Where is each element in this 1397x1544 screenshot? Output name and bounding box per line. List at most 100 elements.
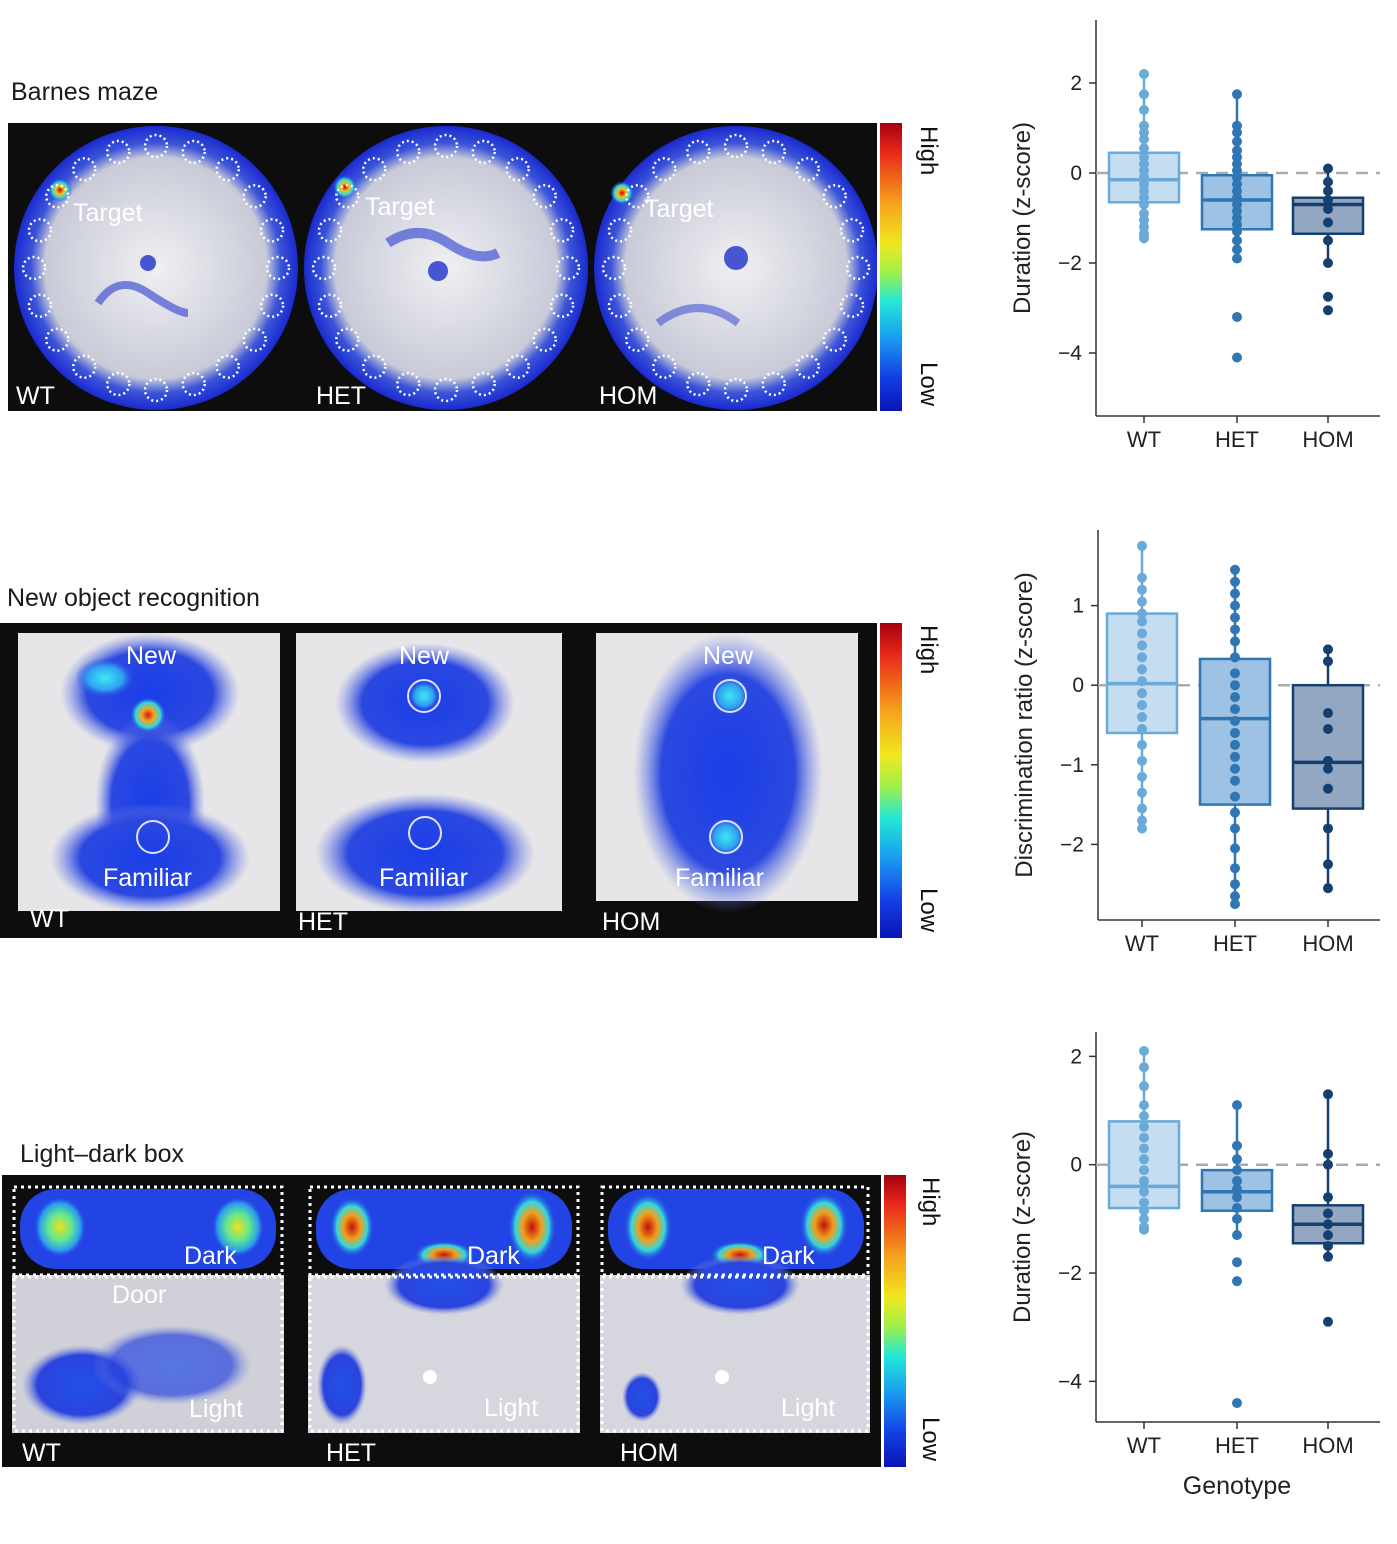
maze-hole (181, 371, 206, 397)
data-point (1139, 1110, 1149, 1121)
data-point (1230, 576, 1240, 587)
data-point (1323, 1240, 1333, 1251)
maze-hole (311, 255, 337, 281)
data-point (1139, 1081, 1149, 1092)
nor-arena-hom (633, 633, 823, 913)
ldb-dark-label-het: Dark (467, 1242, 520, 1270)
maze-hole (723, 133, 749, 159)
data-point (1232, 1398, 1242, 1409)
barnes-group-label-wt: WT (16, 382, 55, 410)
maze-hole (761, 139, 786, 165)
data-point (1232, 1230, 1242, 1241)
data-point (1139, 1143, 1149, 1154)
ldb-arena-hom (608, 1189, 864, 1422)
data-point (1139, 1224, 1149, 1235)
y-tick-label: −2 (1058, 252, 1082, 275)
y-axis-label: Discrimination ratio (z-score) (1011, 572, 1038, 877)
y-tick-label: 0 (1072, 674, 1084, 697)
y-axis-label: Duration (z-score) (1009, 1131, 1036, 1323)
data-point (1139, 134, 1149, 145)
maze-hole (21, 255, 47, 281)
ldb-dark-label-wt: Dark (184, 1242, 237, 1270)
barnes-target-label-het: Target (365, 193, 435, 221)
data-point (1323, 195, 1333, 205)
data-point (1137, 540, 1147, 551)
data-point (1137, 823, 1147, 834)
data-point (1137, 700, 1147, 711)
ldb-light-label-hom: Light (781, 1394, 836, 1422)
ldb-zone-outlines (12, 1185, 870, 1433)
maze-hole (259, 293, 285, 318)
ldb-light-label-het: Light (484, 1394, 539, 1422)
nor-colorbar-high-label: High (915, 625, 942, 675)
maze-hole (505, 354, 530, 379)
data-point (1139, 143, 1149, 154)
maze-hole (761, 371, 786, 397)
data-point (1232, 1175, 1242, 1186)
data-point (1137, 628, 1147, 639)
data-point (1323, 1159, 1333, 1170)
data-point (1230, 600, 1240, 611)
maze-hole (396, 371, 421, 397)
data-point (1232, 1140, 1242, 1151)
maze-hole (795, 354, 820, 379)
data-point (1139, 1154, 1149, 1165)
data-point (1323, 258, 1333, 268)
data-point (1323, 1316, 1333, 1327)
data-point (1139, 1186, 1149, 1197)
maze-hole (143, 377, 169, 403)
data-point (1137, 640, 1147, 651)
y-tick-label: 0 (1070, 162, 1082, 185)
panel-title-ldb: Light–dark box (20, 1140, 185, 1168)
nor-colorbar-low-label: Low (915, 888, 942, 933)
data-point (1230, 564, 1240, 575)
data-point (1230, 739, 1240, 750)
data-point (1230, 680, 1240, 691)
maze-hole (652, 157, 677, 182)
data-point (1232, 253, 1242, 264)
data-point (1139, 1062, 1149, 1073)
data-point (1137, 572, 1147, 583)
data-point (1323, 305, 1333, 316)
x-tick-label: HOM (1302, 1433, 1353, 1458)
data-point (1139, 233, 1149, 244)
ldb-dark-label-hom: Dark (762, 1242, 815, 1270)
nor-familiar-label-wt: Familiar (103, 864, 192, 892)
data-point (1232, 244, 1242, 255)
maze-hole (652, 354, 677, 379)
barnes-heatmap (14, 126, 877, 410)
data-point (1230, 636, 1240, 647)
data-point (1137, 652, 1147, 663)
x-tick-label: HOM (1302, 427, 1353, 452)
box-plot-barnes: 2 0 −2 −4 Duration (z-score) WT HET HOM (1009, 20, 1380, 452)
x-tick-label: WT (1125, 931, 1159, 956)
data-point (1230, 775, 1240, 786)
data-point (1323, 177, 1333, 187)
data-point (1232, 127, 1242, 138)
maze-hole (27, 293, 53, 318)
data-point (1323, 1192, 1333, 1203)
data-point (1230, 692, 1240, 703)
data-point (1139, 1165, 1149, 1176)
data-point (1139, 89, 1149, 100)
barnes-heatmap-strip: Target Target Target WT HET HOM (8, 123, 877, 411)
maze-holes (21, 133, 871, 403)
data-point (1137, 596, 1147, 607)
data-point (1232, 312, 1242, 322)
data-point (1232, 1100, 1242, 1111)
data-point (1232, 352, 1242, 363)
y-tick-label: 2 (1070, 1045, 1082, 1068)
maze-hole (181, 139, 206, 165)
panel-title-nor: New object recognition (7, 584, 260, 612)
data-point (1323, 1148, 1333, 1159)
data-point (1230, 704, 1240, 715)
ldb-colorbar-high-label: High (917, 1177, 944, 1227)
box-plot-ldb: 2 0 −2 −4 Duration (z-score) WT HET HOM Genotype (1009, 1032, 1380, 1500)
data-point (1137, 688, 1147, 699)
data-point (1230, 823, 1240, 834)
data-point (1230, 652, 1240, 663)
ldb-group-label-hom: HOM (620, 1439, 679, 1467)
barnes-colorbar-low-label: Low (915, 362, 942, 407)
data-point (1137, 803, 1147, 814)
data-point (1323, 1251, 1333, 1262)
